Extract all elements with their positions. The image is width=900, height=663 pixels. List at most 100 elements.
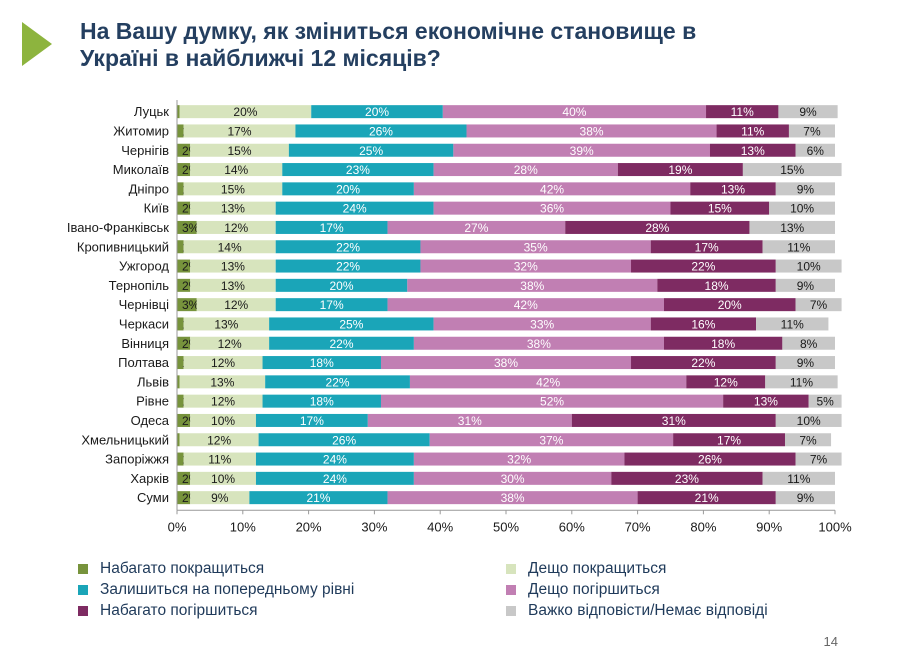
data-label: 37% [539,433,563,447]
bar-segment [387,220,566,234]
bar-segment [571,413,776,427]
category-label: Кропивницький [77,239,169,254]
page-number: 14 [823,634,838,649]
bar-segment [190,278,276,292]
data-label: 10% [797,414,821,428]
title-line-2: Україні в найближчі 12 місяців? [80,45,441,71]
data-label: 38% [520,279,544,293]
bar-segment [275,201,434,215]
data-label: 10% [790,202,814,216]
bar-segment [177,201,191,215]
x-tick-label: 60% [559,519,585,534]
data-label: 22% [691,260,715,274]
data-label: 23% [675,472,699,486]
bar-segment [265,375,410,389]
data-label: 39% [570,144,594,158]
data-label: 20% [365,105,389,119]
category-label: Житомир [113,123,169,138]
bar-segment [775,259,842,273]
data-label: 7% [810,453,828,467]
bar-segment [255,452,414,466]
bar-segment [762,471,835,485]
category-label: Ужгород [119,259,169,274]
bar-segment [269,317,434,331]
data-label: 22% [326,375,350,389]
bar-segment [196,220,276,234]
data-label: 21% [306,491,330,505]
category-label: Полтава [118,355,170,370]
bar-segment [183,452,256,466]
category-label: Черкаси [119,316,169,331]
bar-segment [190,163,283,177]
bar-segment [177,182,184,196]
data-label: 23% [346,163,370,177]
data-label: 20% [329,279,353,293]
data-label: 22% [336,260,360,274]
bar-segment [177,471,191,485]
data-label: 3% [182,298,200,312]
legend-label: Набагато покращиться [100,560,265,577]
bar-segment [775,413,842,427]
bar-segment [670,201,770,215]
bar-segment [295,124,467,138]
data-label: 24% [323,472,347,486]
bar-segment [749,220,835,234]
bar-segment [262,394,381,408]
x-tick-label: 30% [361,519,387,534]
bar-segment [282,182,414,196]
bar-segment [177,317,184,331]
data-label: 11% [787,240,810,254]
data-label: 38% [494,356,518,370]
x-tick-label: 40% [427,519,453,534]
bar-segment [420,259,632,273]
data-label: 38% [580,124,604,138]
x-tick-label: 90% [756,519,782,534]
category-label: Львів [137,374,169,389]
data-label: 7% [803,124,821,138]
bar-segment [179,105,312,119]
data-label: 31% [458,414,482,428]
legend-label: Дещо погіршиться [528,581,660,598]
data-label: 11% [741,124,764,138]
data-label: 22% [336,240,360,254]
bar-segment [177,394,184,408]
legend-label: Важко відповісти/Немає відповіді [528,602,768,619]
data-label: 9% [797,491,815,505]
bar-segment [183,394,263,408]
legend-swatch [506,585,516,595]
category-label: Чернівці [119,297,170,312]
data-label: 42% [514,298,538,312]
data-label: 13% [214,317,238,331]
data-label: 18% [310,356,334,370]
data-label: 9% [211,491,229,505]
category-label: Чернігів [121,143,169,158]
data-label: 30% [501,472,525,486]
bar-segment [179,375,266,389]
bar-segment [183,356,263,370]
bar-segment [413,182,691,196]
category-label: Луцьк [134,104,169,119]
legend-swatch [78,606,88,616]
bar-segment [788,124,835,138]
legend-item: Дещо погіршиться [506,581,660,599]
data-label: 14% [224,163,248,177]
bar-segment [673,433,785,447]
data-label: 28% [514,163,538,177]
bar-segment [183,317,270,331]
bar-segment [179,433,259,447]
data-label: 15% [708,202,732,216]
data-label: 5% [816,395,834,409]
data-label: 16% [691,317,715,331]
data-label: 27% [464,221,488,235]
bar-segment [262,356,381,370]
bar-segment [177,433,180,447]
data-label: 36% [540,202,564,216]
data-label: 12% [218,337,242,351]
category-label: Рівне [136,394,169,409]
legend-swatch [78,564,88,574]
data-label: 12% [224,298,248,312]
bar-segment [795,143,835,157]
bar-segment [778,105,838,119]
category-label: Вінниця [121,336,169,351]
legend-swatch [506,564,516,574]
